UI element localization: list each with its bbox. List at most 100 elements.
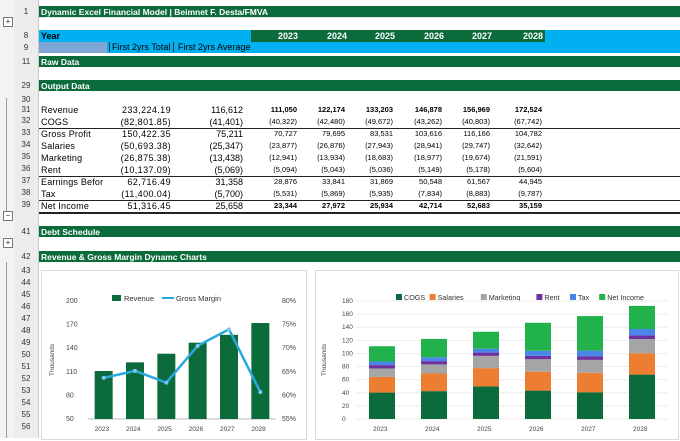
first2-total-cell[interactable]: 233,224.19 (121, 105, 171, 115)
year-value-cell[interactable]: (49,672) (365, 117, 393, 126)
charts-section[interactable]: Revenue & Gross Margin Dynamc Charts (39, 251, 680, 262)
row-label[interactable]: Revenue (41, 105, 79, 115)
output-data-section[interactable]: Output Data (39, 80, 680, 91)
year-value-cell[interactable]: 27,972 (322, 201, 345, 210)
output-row[interactable]: Tax (11,400.04) (5,700) (5,531) (5,869) (5,93… (39, 188, 680, 201)
output-row[interactable]: Salaries (50,693.38) (25,347) (23,877) (26,8… (39, 140, 680, 152)
year-value-cell[interactable]: (67,742) (514, 117, 542, 126)
subheader-row[interactable]: First 2yrs Total First 2yrs Average (39, 42, 680, 53)
first2-total-cell[interactable]: (11,400.04) (121, 189, 171, 199)
year-value-cell[interactable]: 25,934 (370, 201, 393, 210)
first2-total-cell[interactable]: (50,693.38) (120, 141, 171, 151)
row-number[interactable]: 42 (21, 252, 31, 261)
year-value-cell[interactable]: 50,548 (419, 177, 442, 186)
year-value-cell[interactable]: 28,876 (274, 177, 297, 186)
year-2026[interactable]: 2026 (396, 31, 444, 41)
first2-avg-cell[interactable]: 75,211 (216, 129, 243, 139)
year-value-cell[interactable]: 23,344 (274, 201, 297, 210)
row-label[interactable]: Tax (41, 189, 56, 199)
year-value-cell[interactable]: (7,834) (418, 189, 442, 198)
first2-avg-cell[interactable]: (41,401) (209, 117, 243, 127)
year-value-cell[interactable]: (13,934) (317, 153, 345, 162)
year-value-cell[interactable]: 31,869 (370, 177, 393, 186)
raw-data-section[interactable]: Raw Data (39, 56, 680, 67)
debt-schedule-section[interactable]: Debt Schedule (39, 226, 680, 237)
row-label[interactable]: Rent (41, 165, 61, 175)
row-label[interactable]: Marketing (41, 153, 83, 163)
year-value-cell[interactable]: (29,747) (462, 141, 490, 150)
year-value-cell[interactable]: 172,524 (514, 105, 542, 114)
year-value-cell[interactable]: 103,616 (414, 129, 442, 138)
row-label[interactable]: Gross Profit (41, 129, 91, 139)
row-label[interactable]: Earnings Befor (41, 177, 104, 187)
year-value-cell[interactable]: 116,166 (463, 129, 490, 138)
year-value-cell[interactable]: (5,604) (518, 165, 542, 174)
year-value-cell[interactable]: (5,043) (321, 165, 345, 174)
row-number[interactable]: 36 (21, 164, 31, 173)
year-value-cell[interactable]: (18,977) (414, 153, 442, 162)
first2-total-cell[interactable]: 62,716.49 (127, 177, 171, 187)
first2-total-cell[interactable]: 150,422.35 (121, 129, 171, 139)
row-number[interactable]: 52 (21, 374, 31, 383)
row-number[interactable]: 30 (21, 95, 31, 104)
first2-total-cell[interactable]: (10,137.09) (120, 165, 171, 175)
first2-avg-cell[interactable]: 25,658 (215, 201, 243, 211)
year-value-cell[interactable]: (21,591) (514, 153, 542, 162)
year-value-cell[interactable]: 111,050 (270, 105, 297, 114)
year-value-cell[interactable]: (40,803) (462, 117, 490, 126)
year-value-cell[interactable]: 83,531 (370, 129, 393, 138)
year-header-row[interactable]: Year 2023 2024 2025 2026 2027 2028 (39, 30, 680, 42)
year-value-cell[interactable]: 33,841 (322, 177, 345, 186)
row-number[interactable]: 53 (21, 386, 31, 395)
row-number[interactable]: 34 (21, 140, 31, 149)
worksheet-grid[interactable]: Dynamic Excel Financial Model | Beimnet … (39, 0, 680, 440)
year-2023[interactable]: 2023 (251, 31, 298, 41)
year-value-cell[interactable]: (27,943) (365, 141, 393, 150)
title-row[interactable]: Dynamic Excel Financial Model | Beimnet … (39, 6, 680, 17)
year-value-cell[interactable]: (5,094) (273, 165, 297, 174)
year-value-cell[interactable]: (28,941) (414, 141, 442, 150)
year-value-cell[interactable]: 70,727 (274, 129, 297, 138)
selected-cell[interactable] (39, 42, 107, 53)
first2-total-cell[interactable]: 51,316.45 (127, 201, 171, 211)
row-number[interactable]: 44 (21, 278, 31, 287)
year-2024[interactable]: 2024 (299, 31, 347, 41)
year-value-cell[interactable]: 133,203 (365, 105, 393, 114)
year-value-cell[interactable]: 79,695 (322, 129, 345, 138)
year-value-cell[interactable]: (5,531) (273, 189, 297, 198)
year-value-cell[interactable]: (26,876) (317, 141, 345, 150)
row-number[interactable]: 41 (21, 227, 31, 236)
year-value-cell[interactable]: (5,036) (369, 165, 393, 174)
row-number[interactable]: 43 (21, 266, 31, 275)
year-value-cell[interactable]: (32,642) (514, 141, 542, 150)
row-number[interactable]: 45 (21, 290, 31, 299)
row-number[interactable]: 46 (21, 302, 31, 311)
year-value-cell[interactable]: 156,969 (462, 105, 490, 114)
year-2028[interactable]: 2028 (493, 31, 543, 41)
expense-breakdown-chart[interactable]: COGS Salaries Marketing Rent Tax Net Income 18… (315, 270, 679, 440)
year-value-cell[interactable]: (9,787) (518, 189, 542, 198)
first2-total-cell[interactable]: (26,875.38) (120, 153, 171, 163)
year-value-cell[interactable]: (8,883) (466, 189, 490, 198)
year-value-cell[interactable]: (5,869) (321, 189, 345, 198)
first2-avg-cell[interactable]: 31,358 (215, 177, 243, 187)
year-value-cell[interactable]: 35,159 (519, 201, 542, 210)
output-row[interactable]: Marketing (26,875.38) (13,438) (12,941) (13,… (39, 152, 680, 164)
first2-avg-cell[interactable]: (5,700) (214, 189, 243, 199)
row-number[interactable]: 49 (21, 338, 31, 347)
expand-group-icon[interactable]: + (3, 17, 13, 27)
row-number[interactable]: 8 (23, 31, 29, 40)
output-row[interactable]: Revenue 233,224.19 116,612 111,050 122,174 13… (39, 104, 680, 116)
year-value-cell[interactable]: (42,480) (317, 117, 345, 126)
row-number[interactable]: 38 (21, 188, 31, 197)
row-number[interactable]: 11 (21, 57, 31, 66)
row-number[interactable]: 1 (23, 7, 29, 16)
row-number[interactable]: 32 (21, 116, 31, 125)
row-number[interactable]: 54 (21, 398, 31, 407)
row-number[interactable]: 39 (21, 200, 31, 209)
row-label[interactable]: Salaries (41, 141, 76, 151)
year-value-cell[interactable]: (5,149) (418, 165, 442, 174)
year-value-cell[interactable]: 122,174 (317, 105, 345, 114)
first2-total-cell[interactable]: (82,801.85) (120, 117, 171, 127)
first2-avg-cell[interactable]: (13,438) (209, 153, 243, 163)
